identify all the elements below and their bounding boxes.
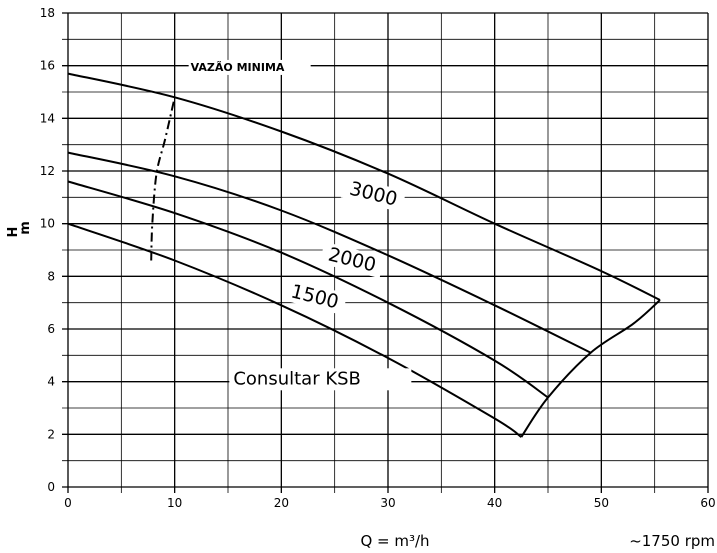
curve-label: 3000 <box>347 178 399 211</box>
note-background <box>229 368 412 391</box>
y-tick-label: 12 <box>40 164 55 178</box>
y-tick-label: 18 <box>40 6 55 20</box>
annotations: VAZÃO MINIMA Consultar KSB <box>188 59 412 391</box>
x-tick-label: 0 <box>64 496 72 510</box>
min-flow-annotation: VAZÃO MINIMA <box>191 61 285 74</box>
y-tick-label: 8 <box>47 269 55 283</box>
x-tick-label: 30 <box>380 496 395 510</box>
series-line-2000 <box>67 151 592 354</box>
x-tick-label: 20 <box>274 496 289 510</box>
x-tick-labels: 0 10 20 30 40 50 60 <box>64 496 715 510</box>
curve-label-bg <box>282 278 348 316</box>
consultar-note: Consultar KSB <box>233 368 361 389</box>
operating-envelope-line <box>520 299 661 438</box>
y-tick-label: 0 <box>47 480 55 494</box>
x-axis-title: Q = m³/h <box>360 532 429 550</box>
y-tick-label: 6 <box>47 322 55 336</box>
x-tick-label: 10 <box>167 496 182 510</box>
curve-label-bg <box>340 175 407 213</box>
y-axis-label-h: H <box>6 227 21 238</box>
annotation-background <box>188 59 311 75</box>
y-tick-labels: 0 2 4 6 8 10 12 14 16 18 <box>40 6 55 494</box>
y-tick-label: 16 <box>40 59 55 73</box>
x-tick-label: 40 <box>487 496 502 510</box>
series-line-1500 <box>67 180 549 399</box>
y-tick-label: 14 <box>40 111 55 125</box>
y-tick-label: 2 <box>47 427 55 441</box>
y-axis-label-m: m <box>18 221 33 235</box>
minimum-flow-curve <box>150 97 176 261</box>
y-tick-label: 4 <box>47 375 55 389</box>
y-tick-label: 10 <box>40 217 55 231</box>
curve-label-bg <box>319 241 385 279</box>
curve-label: 1500 <box>289 280 341 313</box>
series-lines <box>67 72 661 438</box>
x-tick-label: 50 <box>594 496 609 510</box>
series-line-lowest <box>67 222 522 438</box>
speed-label: ~1750 rpm <box>629 532 715 550</box>
series-line-3000 <box>67 72 661 301</box>
x-tick-label: 60 <box>700 496 715 510</box>
